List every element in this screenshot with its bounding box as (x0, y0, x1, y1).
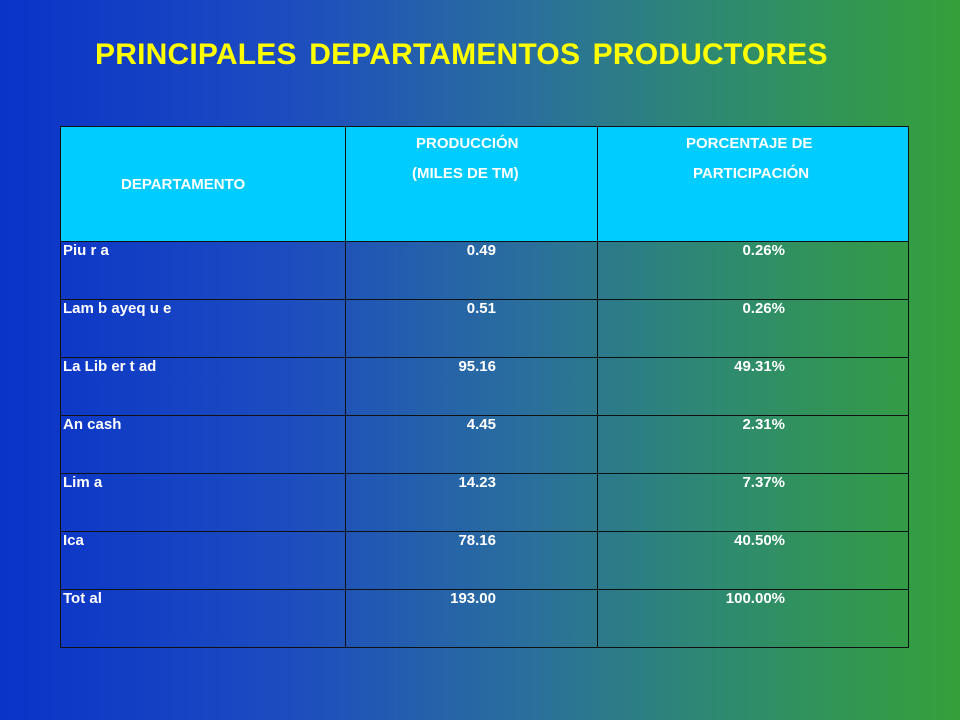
table-row: La Lib er t ad 95.16 49.31% (60, 357, 909, 416)
header-produccion-line1: PRODUCCIÓN (416, 135, 519, 152)
table-row: Lim a 14.23 7.37% (60, 473, 909, 532)
cell-porcentaje: 7.37% (597, 473, 909, 532)
production-table: DEPARTAMENTO PRODUCCIÓN (MILES DE TM) PO… (60, 126, 909, 648)
cell-departamento: Ica (60, 531, 346, 590)
cell-departamento: An cash (60, 415, 346, 474)
table-row: Ica 78.16 40.50% (60, 531, 909, 590)
cell-porcentaje: 100.00% (597, 589, 909, 648)
cell-departamento: Lim a (60, 473, 346, 532)
table-row: Lam b ayeq u e 0.51 0.26% (60, 299, 909, 358)
cell-porcentaje: 49.31% (597, 357, 909, 416)
cell-departamento: Lam b ayeq u e (60, 299, 346, 358)
cell-porcentaje: 0.26% (597, 299, 909, 358)
cell-departamento: Piu r a (60, 241, 346, 300)
header-porcentaje-line1: PORCENTAJE DE (686, 135, 813, 152)
table-row-total: Tot al 193.00 100.00% (60, 589, 909, 648)
cell-departamento: La Lib er t ad (60, 357, 346, 416)
table-row: Piu r a 0.49 0.26% (60, 241, 909, 300)
cell-porcentaje: 2.31% (597, 415, 909, 474)
header-produccion-line2: (MILES DE TM) (412, 165, 519, 182)
header-porcentaje: PORCENTAJE DE PARTICIPACIÓN (597, 126, 909, 242)
cell-departamento: Tot al (60, 589, 346, 648)
page-title: PRINCIPALES DEPARTAMENTOS PRODUCTORES (95, 38, 828, 71)
cell-produccion: 4.45 (345, 415, 598, 474)
table-row: An cash 4.45 2.31% (60, 415, 909, 474)
header-departamento-label: DEPARTAMENTO (121, 175, 246, 193)
cell-produccion: 95.16 (345, 357, 598, 416)
cell-porcentaje: 0.26% (597, 241, 909, 300)
header-porcentaje-line2: PARTICIPACIÓN (693, 165, 810, 182)
cell-produccion: 193.00 (345, 589, 598, 648)
cell-produccion: 0.51 (345, 299, 598, 358)
cell-produccion: 78.16 (345, 531, 598, 590)
header-produccion: PRODUCCIÓN (MILES DE TM) (345, 126, 598, 242)
table-header-row: DEPARTAMENTO PRODUCCIÓN (MILES DE TM) PO… (60, 126, 909, 242)
cell-produccion: 14.23 (345, 473, 598, 532)
cell-porcentaje: 40.50% (597, 531, 909, 590)
header-departamento: DEPARTAMENTO (60, 126, 346, 242)
cell-produccion: 0.49 (345, 241, 598, 300)
